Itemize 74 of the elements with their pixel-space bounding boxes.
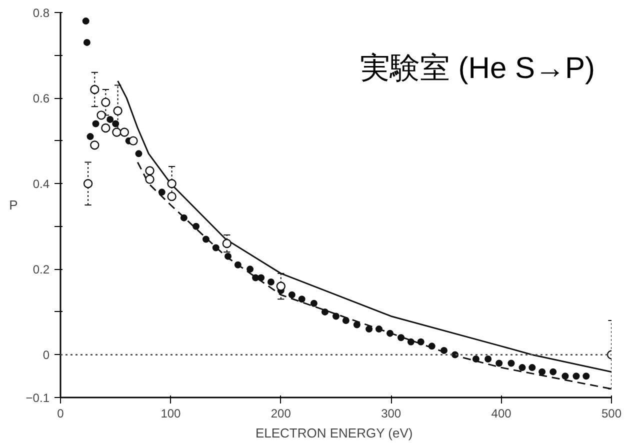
point	[83, 179, 93, 188]
y-axis-title: P	[9, 198, 18, 212]
point	[167, 192, 176, 202]
point	[332, 312, 340, 320]
point	[310, 300, 318, 307]
y-tick-label: 0.8	[32, 6, 50, 20]
x-tick-label: 0	[57, 406, 64, 420]
point	[158, 188, 166, 196]
point	[572, 372, 580, 380]
point	[234, 261, 242, 268]
point	[96, 110, 106, 120]
point	[113, 106, 122, 116]
y-tick-label: 0.6	[32, 92, 50, 106]
point	[112, 120, 120, 128]
annotation: 実験室 (He S→P)	[360, 52, 595, 86]
point	[167, 179, 176, 188]
point	[472, 356, 480, 362]
point	[92, 120, 100, 128]
point	[386, 330, 394, 337]
point	[112, 128, 122, 137]
point	[417, 338, 424, 346]
point	[440, 346, 448, 354]
point	[212, 244, 220, 252]
point	[508, 360, 515, 367]
point	[538, 368, 546, 376]
point	[484, 356, 492, 362]
point	[267, 278, 274, 286]
x-axis-title: ELECTRON ENERGY (eV)	[255, 426, 413, 440]
point	[101, 98, 110, 107]
point	[90, 84, 100, 94]
x-tick-label: 500	[601, 406, 622, 420]
point	[101, 123, 110, 133]
point	[366, 326, 373, 333]
point	[353, 321, 360, 328]
point	[528, 364, 536, 372]
point	[321, 308, 328, 316]
point	[82, 18, 90, 25]
point	[550, 368, 557, 376]
point	[202, 236, 210, 243]
point	[298, 296, 306, 303]
y-tick-label: 0	[42, 348, 50, 362]
point	[145, 166, 154, 176]
point	[222, 238, 232, 248]
point	[83, 38, 90, 46]
point	[128, 136, 138, 146]
x-tick-label: 300	[381, 406, 402, 420]
point	[288, 291, 296, 298]
point	[398, 334, 405, 342]
point	[90, 140, 100, 150]
point	[120, 128, 130, 137]
point	[342, 317, 350, 324]
point	[246, 266, 254, 273]
point	[562, 372, 569, 380]
point	[496, 360, 503, 367]
point	[106, 116, 114, 123]
point	[258, 274, 265, 282]
y-tick-label: −0.1	[26, 391, 50, 405]
x-tick-label: 200	[270, 406, 292, 420]
point	[375, 326, 382, 333]
point	[180, 214, 188, 222]
point	[276, 282, 286, 291]
point	[135, 150, 142, 158]
point	[582, 372, 590, 380]
y-tick-label: 0.4	[32, 177, 50, 192]
x-tick-label: 100	[160, 406, 182, 420]
point	[224, 252, 232, 260]
point	[428, 342, 436, 350]
x-tick-label: 400	[491, 406, 512, 420]
point	[192, 222, 200, 230]
point	[86, 133, 94, 140]
point	[145, 174, 154, 184]
point	[518, 364, 526, 372]
point	[407, 338, 414, 346]
y-tick-label: 0.2	[32, 262, 50, 277]
